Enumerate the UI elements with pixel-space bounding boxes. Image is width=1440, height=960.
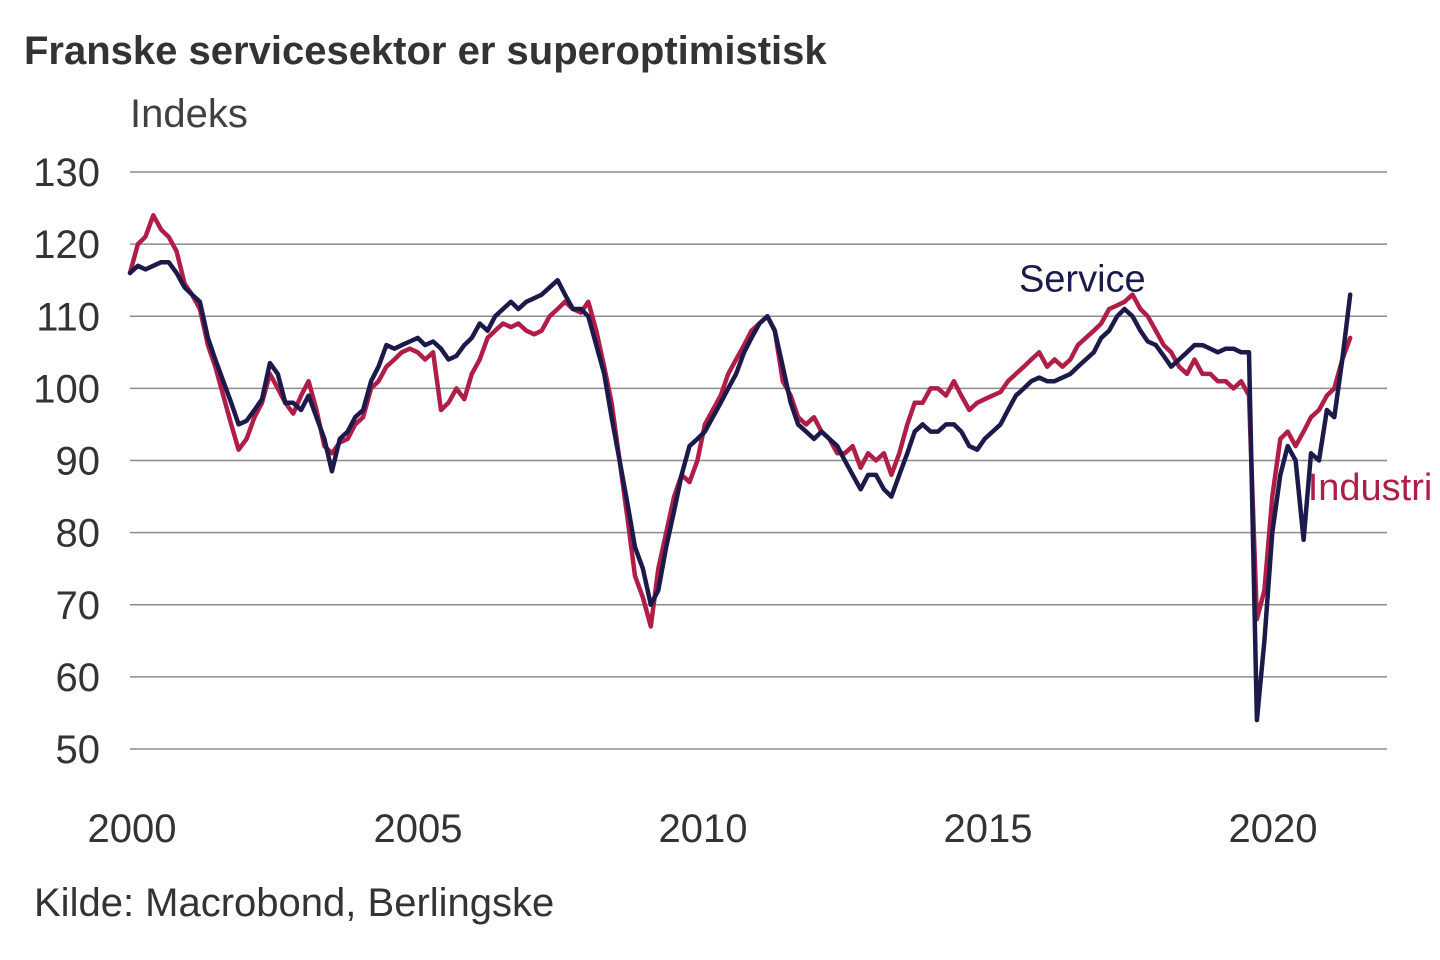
- x-tick-label: 2015: [944, 807, 1033, 851]
- chart-title: Franske servicesektor er superoptimistis…: [24, 29, 827, 73]
- y-tick-label: 120: [33, 223, 100, 267]
- y-tick-label: 50: [56, 728, 101, 772]
- y-tick-label: 90: [56, 440, 101, 484]
- series-label-industri: Industri: [1308, 467, 1433, 509]
- y-axis-label: Indeks: [130, 92, 248, 136]
- x-tick-label: 2005: [374, 807, 463, 851]
- y-tick-label: 100: [33, 367, 100, 411]
- y-axis-ticks: 50 60 70 80 90 100 110 120 130: [33, 151, 100, 772]
- source-note: Kilde: Macrobond, Berlingske: [34, 881, 554, 925]
- series-line-industri: [127, 213, 1353, 629]
- x-tick-label: 2010: [659, 807, 748, 851]
- x-tick-label: 2020: [1229, 807, 1318, 851]
- series-layer: [127, 213, 1353, 723]
- x-axis-ticks: 2000 2005 2010 2015 2020: [88, 807, 1318, 851]
- gridlines: [130, 171, 1387, 750]
- series-label-service: Service: [1019, 259, 1146, 301]
- y-tick-label: 60: [56, 656, 101, 700]
- y-tick-label: 80: [56, 512, 101, 556]
- series-line-service: [127, 259, 1353, 723]
- y-tick-label: 110: [36, 295, 100, 339]
- x-tick-label: 2000: [88, 807, 177, 851]
- y-tick-label: 70: [56, 584, 101, 628]
- series-labels: Service Industri: [1019, 259, 1432, 509]
- y-tick-label: 130: [33, 151, 100, 195]
